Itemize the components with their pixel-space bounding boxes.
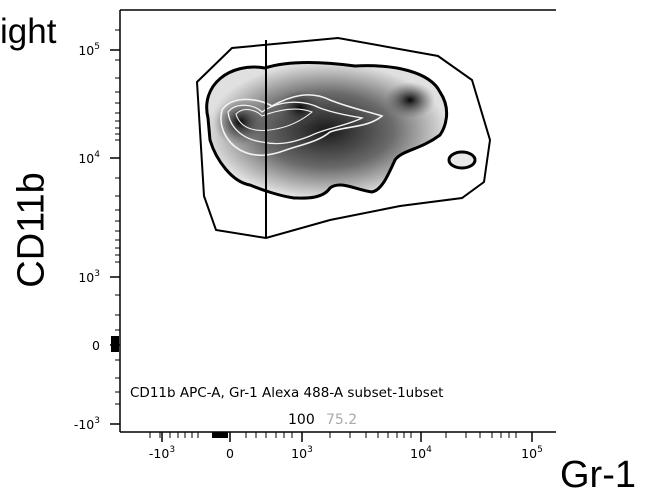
x-tick-label: 104 [410,445,432,461]
y-axis-label: CD11b [10,172,53,288]
gate-polygon[interactable] [195,36,492,240]
x-minor-ticks [149,432,517,438]
gate-percentage-secondary: 75.2 [326,412,357,428]
y-tick-label: 104 [78,150,100,166]
y-tick-label: 105 [78,42,100,58]
y-tick-label: -103 [74,416,100,432]
gate-annotation: CD11b APC-A, Gr-1 Alexa 488-A subset-1ub… [130,385,443,401]
x-tick-label: 103 [291,445,313,461]
x-tick-label: 105 [521,445,543,461]
x-tick-labels: -103 0 103 104 105 [149,432,543,461]
x-axis-label: Gr-1 [560,454,636,496]
y-minor-ticks [115,29,120,405]
cropped-text-fragment: ight [0,12,57,51]
y-tick-label: 103 [78,269,100,285]
x-tick-label: 0 [226,446,234,461]
density-population [205,61,477,200]
axis-edge-events [111,336,228,438]
y-tick-label: 0 [92,338,100,353]
x-tick-label: -103 [149,445,175,461]
y-tick-labels: 105 104 103 0 -103 [74,42,120,432]
gate-percentage-primary: 100 [288,412,315,428]
y-axis-label-box: CD11b [10,160,53,300]
